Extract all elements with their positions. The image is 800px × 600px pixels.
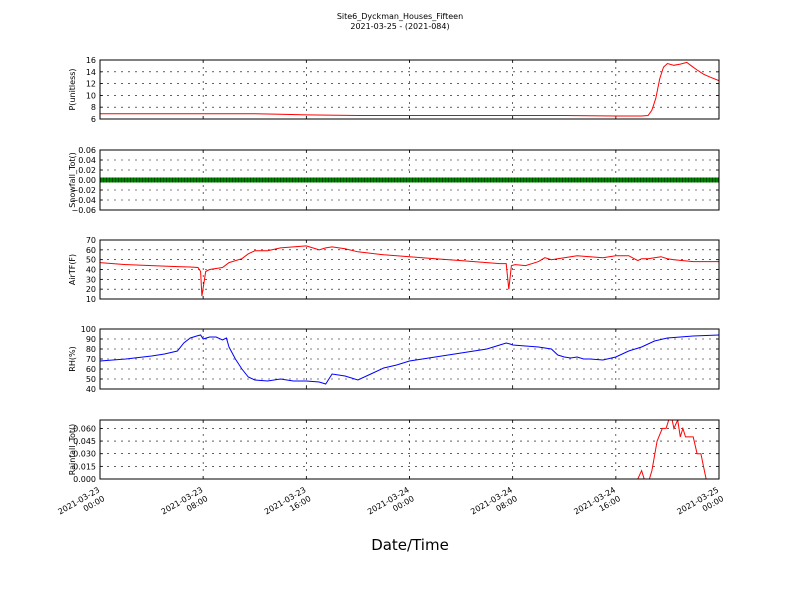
y-tick-label: 16 bbox=[86, 56, 96, 65]
series-line bbox=[100, 61, 719, 117]
y-tick-label: 8 bbox=[91, 103, 96, 112]
y-tick-label: 40 bbox=[86, 385, 96, 394]
panel-2: −0.06−0.04−0.020.000.020.040.06Snowfall_… bbox=[68, 146, 720, 215]
y-tick-label: 40 bbox=[86, 266, 96, 275]
chart-subtitle: 2021-03-25 - (2021-084) bbox=[350, 22, 449, 31]
y-tick-label: 90 bbox=[86, 335, 96, 344]
panel-frame bbox=[99, 59, 720, 120]
y-axis-label: Snowfall_Tot() bbox=[68, 152, 77, 208]
panel-frame bbox=[99, 328, 720, 390]
panel-frame bbox=[99, 149, 720, 211]
y-tick-label: 50 bbox=[86, 256, 96, 265]
y-tick-label: 60 bbox=[86, 246, 96, 255]
y-tick-label: 20 bbox=[86, 285, 96, 294]
series-line bbox=[100, 420, 719, 479]
y-tick-label: 70 bbox=[86, 355, 96, 364]
y-tick-label: 100 bbox=[81, 325, 96, 334]
y-tick-label: 6 bbox=[91, 115, 96, 124]
chart-title: Site6_Dyckman_Houses_Fifteen bbox=[337, 12, 463, 21]
panel-1: 6 8 10 12 14 16 P(unitless) bbox=[68, 56, 720, 124]
y-tick-label: 10 bbox=[86, 91, 96, 100]
y-tick-label: 0.030 bbox=[73, 450, 96, 459]
y-tick-label: 50 bbox=[86, 375, 96, 384]
y-axis-label: RH(%) bbox=[68, 346, 77, 371]
y-tick-label: 0.045 bbox=[73, 437, 96, 446]
y-tick-label: 14 bbox=[86, 68, 96, 77]
y-tick-label: 0.015 bbox=[73, 462, 96, 471]
y-tick-label: 80 bbox=[86, 345, 96, 354]
series-line bbox=[100, 334, 719, 385]
y-tick-label: 30 bbox=[86, 275, 96, 284]
y-axis-label: P(unitless) bbox=[68, 68, 77, 110]
series-line bbox=[100, 245, 719, 297]
panel-frame bbox=[99, 239, 720, 300]
x-axis-label: Date/Time bbox=[371, 536, 449, 554]
panels: 6810121416P(unitless)−0.06−0.04−0.020.00… bbox=[68, 56, 720, 484]
y-tick-label: 60 bbox=[86, 365, 96, 374]
y-axis-label: Rainfall_Tot() bbox=[68, 424, 77, 476]
y-tick-label: 70 bbox=[86, 236, 96, 245]
y-tick-label: 0.060 bbox=[73, 424, 96, 433]
y-tick-label: −0.06 bbox=[71, 206, 96, 215]
y-tick-label: 0.02 bbox=[78, 166, 96, 175]
y-tick-label: 0.04 bbox=[78, 156, 96, 165]
y-tick-label: 0.000 bbox=[73, 475, 96, 484]
y-axis-label: AirTF(F) bbox=[68, 254, 77, 285]
y-tick-label: 10 bbox=[86, 295, 96, 304]
y-tick-label: 0.06 bbox=[78, 146, 96, 155]
y-tick-label: −0.04 bbox=[71, 196, 96, 205]
y-tick-label: −0.02 bbox=[71, 186, 96, 195]
y-tick-label: 12 bbox=[86, 80, 96, 89]
panel-frame bbox=[99, 419, 720, 480]
y-tick-label: 0.00 bbox=[78, 176, 96, 185]
